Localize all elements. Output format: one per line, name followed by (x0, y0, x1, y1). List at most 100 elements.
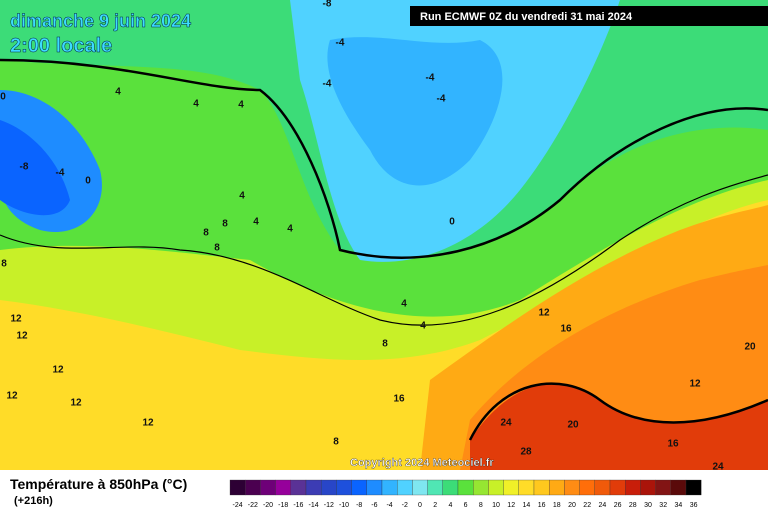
contour-label: 16 (667, 439, 679, 450)
scale-swatch (564, 479, 580, 496)
scale-swatch (518, 479, 535, 496)
scale-label: -14 (309, 502, 319, 509)
scale-label: -18 (278, 502, 288, 509)
scale-swatch (442, 479, 459, 496)
contour-label: 0 (85, 176, 91, 187)
copyright: Copyright 2024 Meteociel.fr (350, 457, 494, 469)
scale-swatch (655, 479, 671, 496)
contour-label: 20 (744, 342, 756, 353)
scale-label: 22 (583, 502, 591, 509)
scale-label: 18 (553, 502, 561, 509)
color-scale: -24 -22 -20 -18 -16 -14 -12 -10 -8 -6 -4 -2 0 2 4 6 8 10 1… (229, 479, 702, 509)
scale-label: 14 (523, 502, 531, 509)
scale-swatch (427, 479, 443, 496)
scale-swatch (275, 479, 291, 496)
contour-label: 12 (538, 308, 550, 319)
contour-label: 24 (500, 418, 512, 429)
scale-label: -20 (263, 502, 273, 509)
scale-swatch (412, 479, 428, 496)
contour-label: 8 (214, 243, 220, 254)
contour-label: 12 (10, 314, 22, 325)
scale-label: 32 (659, 502, 667, 509)
scale-swatch (290, 479, 307, 496)
scale-swatch (503, 479, 519, 496)
scale-label: 20 (568, 502, 576, 509)
scale-swatch (381, 479, 398, 496)
scale-label: -8 (356, 502, 362, 509)
contour-label: -4 (323, 79, 332, 90)
contour-label: -4 (426, 73, 435, 84)
scale-swatch (397, 479, 413, 496)
contour-label: -8 (323, 0, 332, 10)
scale-label: 2 (433, 502, 437, 509)
contour-label: 24 (712, 462, 724, 473)
contour-label: 4 (193, 99, 199, 110)
scale-label: 34 (675, 502, 683, 509)
scale-label: 26 (614, 502, 622, 509)
contour-label: -4 (336, 38, 345, 49)
scale-label: -2 (402, 502, 408, 509)
scale-swatch (488, 479, 504, 496)
scale-swatch (457, 479, 474, 496)
scale-label: -4 (386, 502, 392, 509)
scale-swatch (321, 479, 337, 496)
scale-swatch (533, 479, 550, 496)
scale-label: -6 (371, 502, 377, 509)
scale-swatch (351, 479, 367, 496)
contour-label: 8 (333, 437, 339, 448)
contour-label: 16 (393, 394, 405, 405)
scale-label: -24 (233, 502, 243, 509)
contour-label: 12 (142, 418, 154, 429)
scale-label: 6 (464, 502, 468, 509)
contour-label: 4 (401, 299, 407, 310)
contour-label: 12 (70, 398, 82, 409)
scale-swatch (245, 479, 261, 496)
scale-label: 16 (538, 502, 546, 509)
contour-label: 0 (449, 217, 455, 228)
scale-swatch (594, 479, 611, 496)
contour-label: 4 (420, 321, 426, 332)
scale-swatch (229, 479, 246, 496)
scale-swatch (260, 479, 276, 496)
contour-label: -8 (20, 162, 29, 173)
contour-label: 12 (16, 331, 28, 342)
scale-label: 30 (644, 502, 652, 509)
contour-label: 4 (239, 191, 245, 202)
scale-swatch (579, 479, 595, 496)
scale-label: 28 (629, 502, 637, 509)
contour-label: 4 (238, 100, 244, 111)
scale-swatch (670, 479, 687, 496)
contour-label: 4 (287, 224, 293, 235)
scale-label: 10 (492, 502, 500, 509)
contour-label: 8 (1, 259, 7, 270)
scale-label: 4 (448, 502, 452, 509)
contour-label: 8 (203, 228, 209, 239)
scale-label: 8 (479, 502, 483, 509)
scale-swatch (609, 479, 626, 496)
scale-swatch (366, 479, 383, 496)
contour-label: 12 (689, 379, 701, 390)
contour-label: 16 (560, 324, 572, 335)
contour-label: 8 (382, 339, 388, 350)
scale-swatch (336, 479, 352, 496)
scale-swatch (625, 479, 641, 496)
scale-swatch (640, 479, 656, 496)
contour-label: -4 (56, 168, 65, 179)
scale-label: 24 (599, 502, 607, 509)
scale-swatch (685, 479, 702, 496)
scale-label: -12 (324, 502, 334, 509)
contour-label: 12 (52, 365, 64, 376)
forecast-time: 2:00 locale (10, 35, 112, 57)
contour-label: 4 (253, 217, 259, 228)
contour-label: 28 (520, 447, 532, 458)
contour-label: 4 (115, 87, 121, 98)
map-field (0, 0, 768, 470)
scale-label: 36 (690, 502, 698, 509)
legend-title: Température à 850hPa (°C) (10, 476, 187, 492)
scale-label: -22 (248, 502, 258, 509)
scale-label: 0 (418, 502, 422, 509)
forecast-date: dimanche 9 juin 2024 (10, 11, 191, 31)
contour-label: 0 (0, 92, 6, 103)
